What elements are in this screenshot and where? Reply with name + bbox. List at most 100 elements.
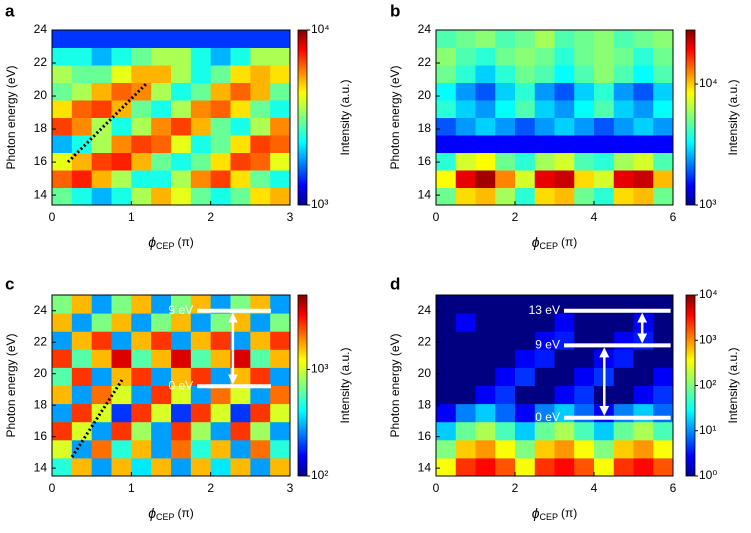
heatmap-cell — [270, 439, 291, 459]
heatmap-cell — [534, 403, 555, 423]
heatmap-cell — [594, 82, 615, 101]
annotation-label: 9 eV — [535, 338, 560, 352]
heatmap-cell — [495, 170, 516, 188]
heatmap-cell — [71, 65, 93, 83]
heatmap-cell — [653, 152, 674, 171]
heatmap-cell — [436, 170, 457, 188]
heatmap-cell — [151, 100, 172, 118]
heatmap-cell — [131, 439, 152, 459]
heatmap-cell — [436, 313, 457, 332]
heatmap-cell — [270, 170, 291, 188]
heatmap-cell — [534, 152, 555, 171]
x-label-symbol: ϕ — [532, 234, 540, 250]
heatmap-cell — [613, 457, 634, 477]
heatmap-cell — [574, 349, 595, 368]
heatmap-cell — [436, 100, 457, 118]
heatmap-cell — [250, 421, 271, 441]
heatmap-cell — [151, 349, 172, 368]
heatmap-cell — [613, 82, 634, 101]
heatmap-cell — [270, 313, 291, 332]
heatmap-cell — [52, 187, 73, 206]
heatmap-cell — [455, 82, 476, 101]
colorbar — [297, 294, 308, 477]
heatmap-cell — [210, 457, 231, 477]
heatmap-cell — [230, 135, 251, 153]
heatmap-cell — [210, 82, 231, 101]
heatmap-cell — [230, 439, 251, 459]
heatmap-cell — [475, 295, 496, 314]
heatmap-cell — [91, 313, 112, 332]
heatmap-cell — [613, 385, 634, 405]
heatmap-cell — [436, 187, 457, 206]
colorbar — [297, 29, 308, 206]
heatmap-cell — [131, 367, 152, 386]
heatmap-cell — [554, 30, 575, 48]
heatmap-cell — [613, 367, 634, 386]
heatmap-cell — [515, 187, 536, 206]
heatmap-cell — [574, 47, 595, 66]
heatmap-cell — [71, 457, 93, 477]
heatmap-cell — [270, 367, 291, 386]
heatmap-cell — [151, 82, 172, 101]
heatmap-cell — [613, 170, 634, 188]
heatmap-cell — [71, 421, 93, 441]
heatmap-cell — [633, 30, 654, 48]
heatmap-cell — [534, 30, 555, 48]
heatmap-cell — [534, 187, 555, 206]
heatmap-cell — [554, 385, 575, 405]
heatmap-cell — [270, 117, 291, 136]
heatmap-cell — [171, 152, 192, 171]
heatmap-cell — [270, 152, 291, 171]
heatmap-cell — [554, 439, 575, 459]
heatmap-cell — [270, 331, 291, 350]
heatmap-cell — [554, 313, 575, 332]
heatmap-cell — [554, 367, 575, 386]
heatmap-cell — [515, 439, 536, 459]
heatmap-cell — [190, 331, 212, 350]
heatmap-cell — [71, 152, 93, 171]
heatmap-cell — [574, 82, 595, 101]
heatmap-cell — [633, 100, 654, 118]
heatmap-cell — [270, 30, 291, 48]
heatmap-cell — [633, 152, 654, 171]
heatmap-cell — [515, 421, 536, 441]
heatmap-cell — [633, 170, 654, 188]
heatmap-cell — [190, 47, 212, 66]
heatmap-cell — [613, 439, 634, 459]
heatmap-cell — [111, 331, 132, 350]
heatmap-cell — [633, 421, 654, 441]
panel-label: c — [5, 274, 14, 293]
heatmap-cell — [475, 439, 496, 459]
heatmap-cell — [250, 403, 271, 423]
x-axis-label: ϕCEP (π) — [148, 234, 194, 252]
heatmap-cell — [270, 385, 291, 405]
heatmap-cell — [475, 30, 496, 48]
heatmap-cell — [495, 82, 516, 101]
heatmap-cell — [574, 457, 595, 477]
heatmap-cell — [151, 421, 172, 441]
heatmap-cell — [190, 421, 212, 441]
heatmap-cell — [613, 135, 634, 153]
heatmap-cell — [91, 349, 112, 368]
heatmap-cell — [495, 65, 516, 83]
heatmap-cell — [455, 47, 476, 66]
heatmap-cell — [71, 295, 93, 314]
heatmap-cell — [171, 117, 192, 136]
y-tick-label: 22 — [418, 334, 432, 348]
heatmap-cell — [111, 457, 132, 477]
heatmap-cell — [534, 82, 555, 101]
heatmap-cell — [151, 65, 172, 83]
heatmap-cell — [653, 439, 674, 459]
heatmap-cell — [594, 100, 615, 118]
heatmap-cell — [52, 439, 73, 459]
heatmap-cell — [190, 30, 212, 48]
heatmap-cell — [495, 457, 516, 477]
heatmap-cell — [131, 47, 152, 66]
heatmap-cell — [515, 152, 536, 171]
heatmap-cell — [91, 295, 112, 314]
heatmap-cell — [515, 135, 536, 153]
heatmap-cell — [52, 65, 73, 83]
heatmap-cell — [52, 403, 73, 423]
heatmap-cell — [171, 170, 192, 188]
heatmap-cell — [91, 100, 112, 118]
